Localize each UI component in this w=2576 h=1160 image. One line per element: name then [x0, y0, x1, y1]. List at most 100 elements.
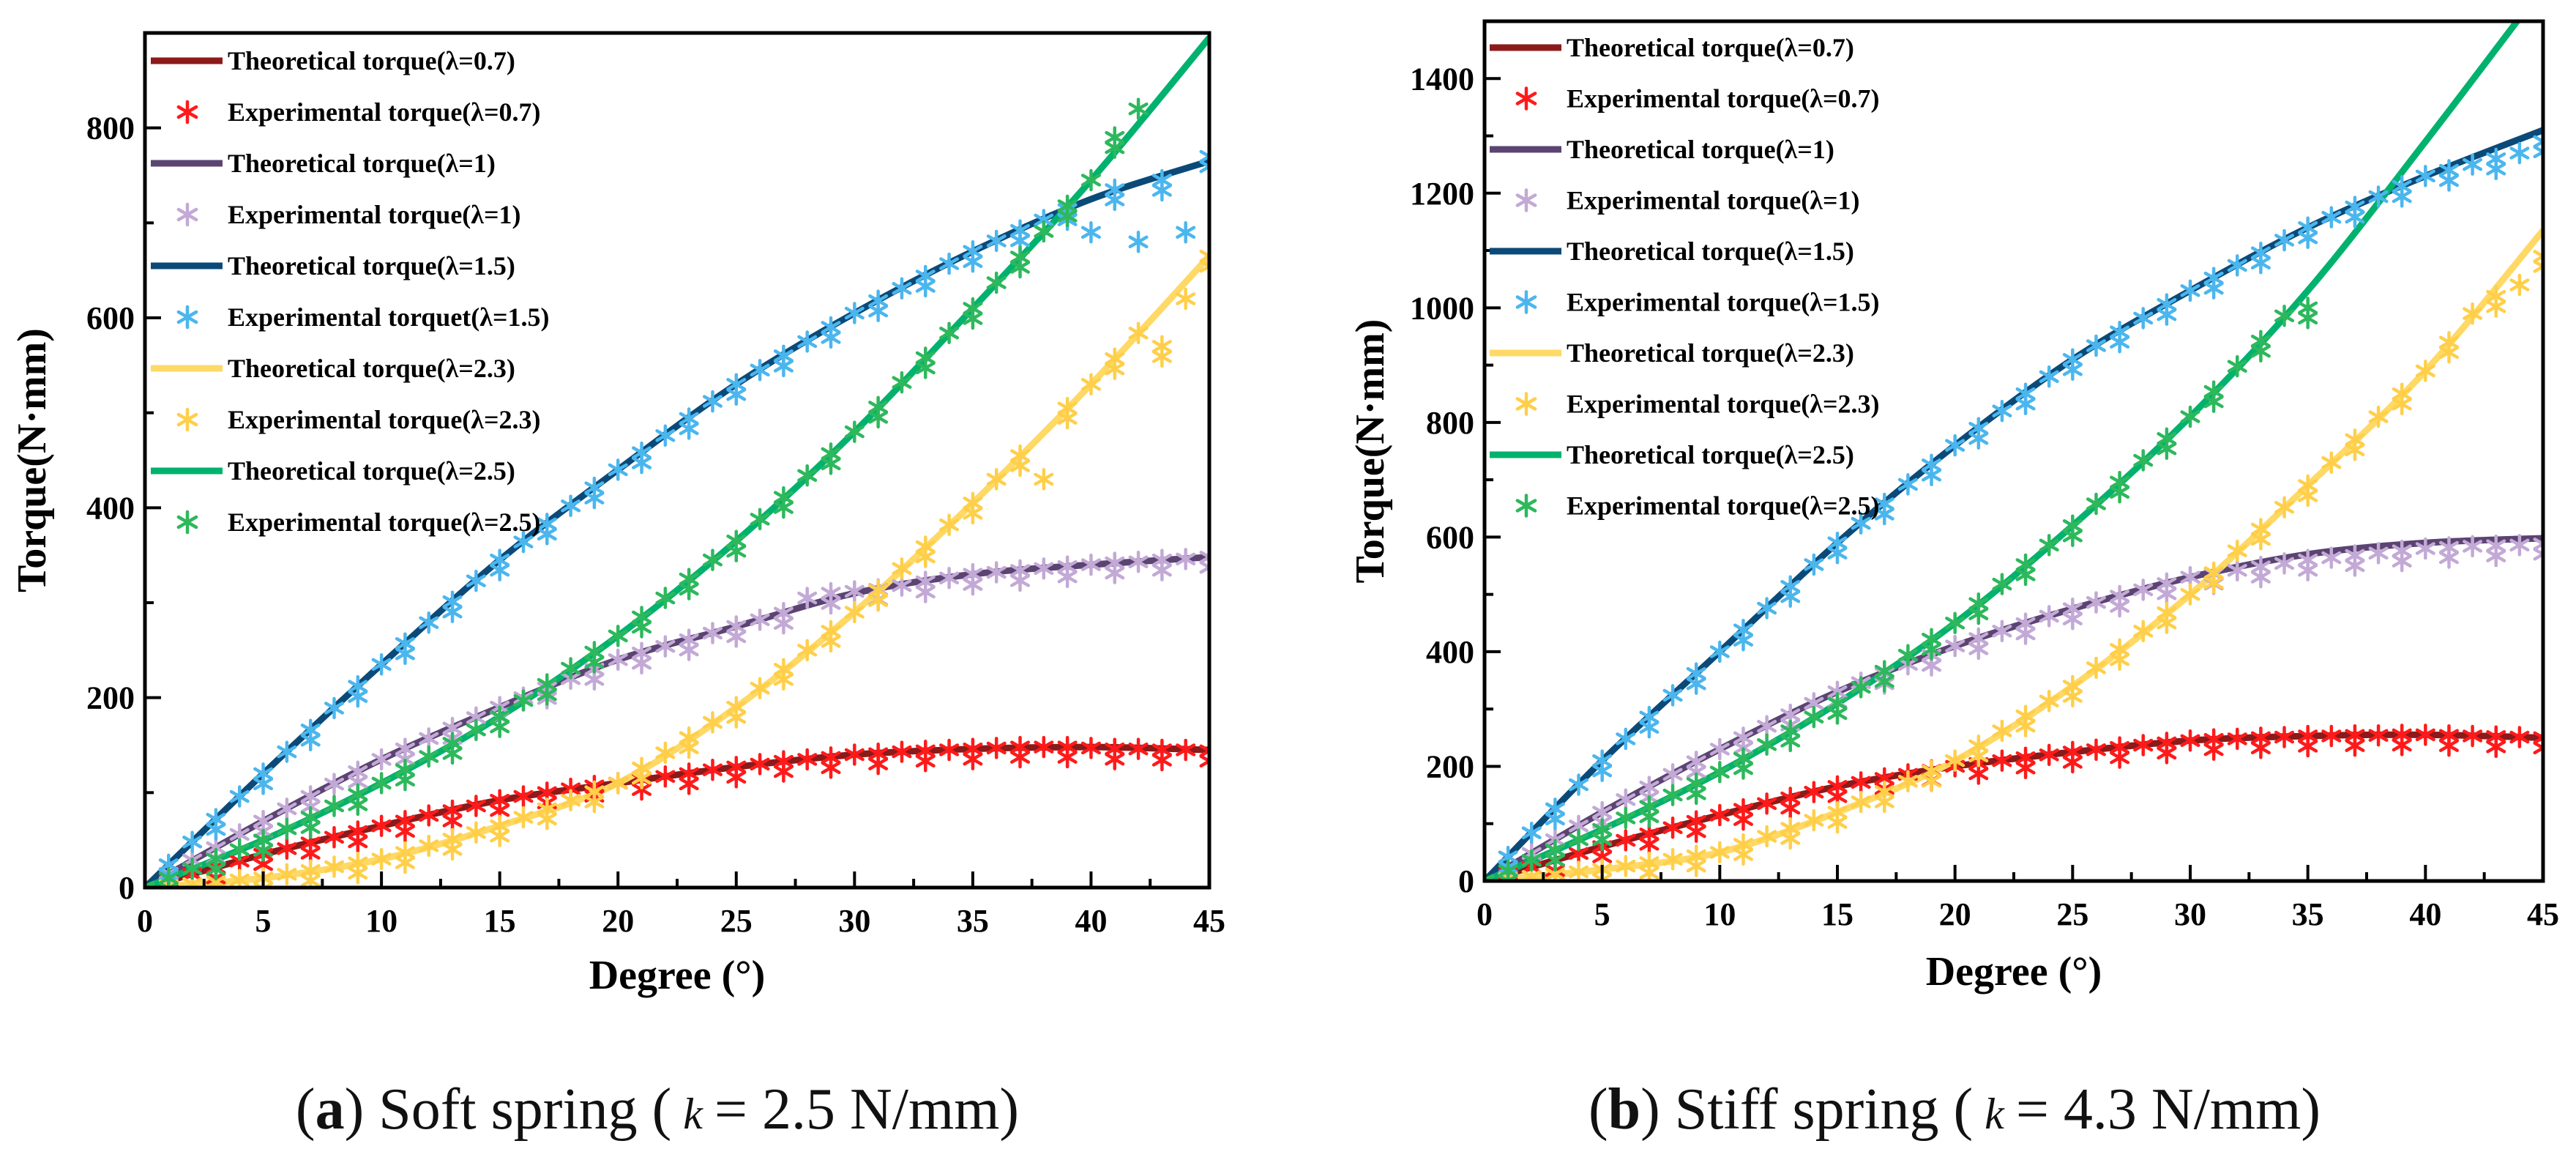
- marker-stroke: [466, 724, 486, 737]
- marker-stroke: [1592, 833, 1613, 847]
- data-point: [915, 581, 936, 603]
- marker-stroke: [986, 234, 1007, 248]
- marker-stroke: [1105, 141, 1125, 155]
- data-point: [1010, 746, 1031, 769]
- data-point: [348, 830, 368, 853]
- marker-stroke: [1199, 249, 1209, 259]
- data-point: [324, 826, 344, 849]
- data-point: [1662, 816, 1683, 839]
- data-point: [2227, 559, 2247, 582]
- marker-stroke: [561, 499, 581, 513]
- marker-stroke: [253, 777, 274, 791]
- marker-stroke: [632, 456, 652, 469]
- marker-stroke: [1010, 234, 1031, 248]
- y-axis-label: Torque(N·mm): [10, 328, 55, 592]
- data-point: [1827, 702, 1848, 725]
- marker-stroke: [1199, 551, 1209, 559]
- x-tick-label: 45: [2527, 896, 2559, 932]
- marker-stroke: [2533, 264, 2543, 273]
- data-point: [2133, 620, 2154, 643]
- y-tick-label: 600: [1426, 519, 1474, 555]
- x-tick-label: 0: [137, 903, 153, 939]
- data-point: [726, 540, 747, 562]
- marker-stroke: [2533, 135, 2543, 144]
- data-point: [1709, 803, 1730, 827]
- marker-stroke: [821, 597, 841, 610]
- data-point: [2321, 451, 2342, 474]
- marker-stroke: [986, 565, 1007, 579]
- marker-stroke: [2533, 552, 2543, 561]
- legend-label: Theoretical torque(λ=2.3): [228, 354, 515, 383]
- data-point: [2110, 595, 2130, 618]
- marker-stroke: [844, 584, 865, 598]
- data-point: [750, 609, 770, 631]
- marker-stroke: [324, 830, 344, 844]
- data-point: [1128, 97, 1149, 120]
- data-point: [986, 229, 1007, 253]
- x-axis-label: Degree (°): [1926, 949, 2102, 994]
- data-point: [2062, 524, 2083, 547]
- marker-stroke: [986, 472, 1007, 486]
- data-point: [2438, 341, 2459, 364]
- data-point: [2415, 165, 2435, 187]
- data-point: [2274, 228, 2295, 252]
- marker-stroke: [2180, 284, 2200, 297]
- marker-stroke: [1686, 787, 1706, 800]
- data-point: [371, 653, 392, 676]
- marker-stroke: [253, 858, 274, 871]
- data-point: [2180, 279, 2200, 302]
- data-point: [2274, 305, 2295, 327]
- marker-stroke: [2250, 256, 2271, 269]
- data-point: [1128, 321, 1149, 344]
- data-point: [2392, 549, 2412, 573]
- data-point: [419, 834, 439, 858]
- marker-stroke: [1569, 847, 1589, 860]
- x-tick-label: 10: [1703, 896, 1736, 932]
- marker-stroke: [2227, 259, 2247, 272]
- marker-stroke: [2463, 729, 2483, 743]
- caption-label: a: [315, 1077, 345, 1142]
- marker-stroke: [1592, 764, 1613, 778]
- marker-stroke: [1616, 859, 1636, 873]
- marker-stroke: [229, 873, 250, 887]
- y-tick-label: 0: [1458, 863, 1474, 899]
- data-point: [537, 683, 557, 706]
- data-point: [1733, 628, 1753, 652]
- data-point: [2533, 726, 2543, 749]
- legend-item: Experimental torquet(λ=1.5): [176, 302, 549, 332]
- data-point: [632, 652, 652, 674]
- caption-k: k: [683, 1090, 703, 1138]
- data-point: [2486, 295, 2506, 318]
- data-point: [821, 592, 841, 615]
- data-point: [2368, 185, 2389, 208]
- marker-stroke: [324, 777, 344, 791]
- data-point: [1945, 634, 1965, 658]
- data-point: [1105, 748, 1125, 770]
- marker-stroke: [1757, 601, 1777, 615]
- data-point: [655, 765, 676, 788]
- data-point: [1733, 843, 1753, 866]
- data-point: [1034, 468, 1054, 491]
- marker-stroke: [844, 606, 865, 619]
- data-point: [561, 657, 581, 680]
- marker-stroke: [2392, 397, 2412, 411]
- marker-stroke: [466, 799, 486, 813]
- marker-stroke: [1034, 213, 1054, 227]
- marker-stroke: [1151, 563, 1172, 577]
- legend-label: Experimental torque(λ=1.5): [1567, 288, 1879, 317]
- data-point: [466, 795, 486, 817]
- data-point: [1128, 737, 1149, 760]
- data-point: [2250, 340, 2271, 362]
- data-point: [655, 424, 676, 447]
- data-point: [2533, 255, 2543, 278]
- marker-stroke: [1757, 737, 1777, 751]
- marker-stroke: [2463, 157, 2483, 171]
- marker-stroke: [2509, 538, 2530, 552]
- marker-stroke: [442, 843, 463, 856]
- data-point: [1686, 855, 1706, 877]
- data-point: [2463, 302, 2483, 325]
- marker-stroke: [158, 882, 171, 888]
- legend-item: Theoretical torque(λ=1): [1490, 135, 1834, 164]
- data-point: [2039, 534, 2059, 557]
- marker-stroke: [915, 585, 936, 599]
